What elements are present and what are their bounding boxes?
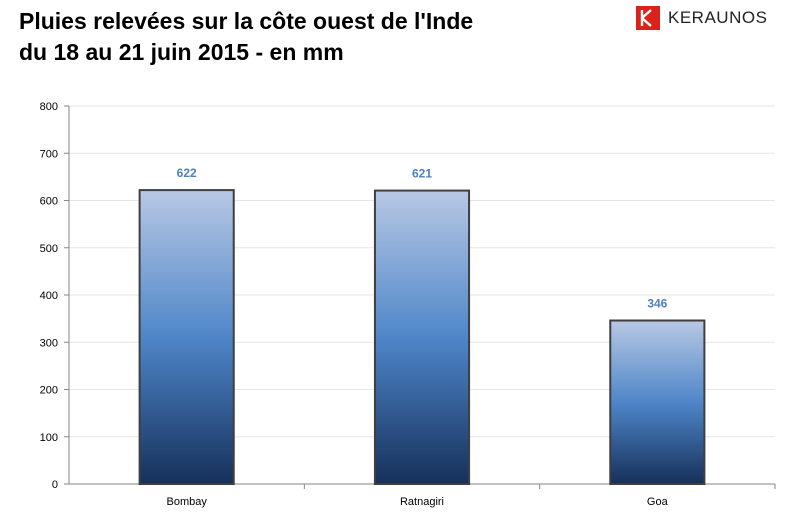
x-tick-label: Ratnagiri <box>400 496 444 508</box>
y-tick-label: 800 <box>40 101 58 113</box>
brand-logo: KERAUNOS <box>636 6 767 30</box>
x-tick-label: Goa <box>647 496 669 508</box>
y-tick-label: 400 <box>40 290 58 302</box>
brand-name: KERAUNOS <box>668 8 768 27</box>
keraunos-logo-icon <box>636 6 660 30</box>
bars <box>138 189 706 486</box>
y-tick-label: 0 <box>52 479 58 491</box>
y-tick-label: 200 <box>40 385 58 397</box>
y-tick-label: 300 <box>40 337 58 349</box>
data-label: 622 <box>177 166 197 180</box>
x-tick-label: Bombay <box>166 496 207 508</box>
y-tick-label: 100 <box>40 432 58 444</box>
chart-title-line-2: du 18 au 21 juin 2015 - en mm <box>19 39 344 65</box>
chart-title-line-1: Pluies relevées sur la côte ouest de l'I… <box>19 8 474 34</box>
labels: 0 100 200 300 400 500 600 700 800 Bombay 622 Ratnag… <box>40 101 669 508</box>
y-tick-label: 500 <box>40 243 58 255</box>
y-tick-label: 700 <box>40 148 58 160</box>
data-label: 621 <box>412 167 432 181</box>
bar-ratnagiri <box>373 189 471 485</box>
data-label: 346 <box>647 297 667 311</box>
bar-goa <box>609 319 706 486</box>
y-tick-label: 600 <box>40 196 58 208</box>
chart-title: Pluies relevées sur la côte ouest de l'I… <box>19 6 473 68</box>
bar-bombay <box>138 189 235 485</box>
